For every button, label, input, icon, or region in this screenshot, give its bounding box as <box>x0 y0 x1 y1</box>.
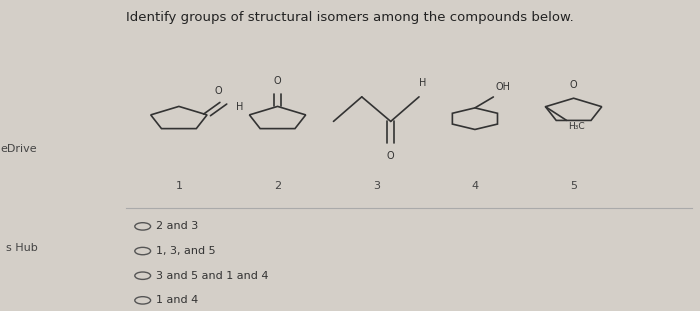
Text: O: O <box>570 81 578 91</box>
Text: 2: 2 <box>274 181 281 191</box>
Text: H: H <box>236 102 244 112</box>
Text: 2 and 3: 2 and 3 <box>156 221 198 231</box>
Text: O: O <box>274 76 281 86</box>
Text: OH: OH <box>496 81 510 91</box>
Text: 1: 1 <box>176 181 183 191</box>
Text: O: O <box>387 151 395 161</box>
Text: H: H <box>419 78 426 88</box>
Text: 3: 3 <box>372 181 379 191</box>
Text: Identify groups of structural isomers among the compounds below.: Identify groups of structural isomers am… <box>126 11 574 24</box>
Text: s Hub: s Hub <box>6 243 37 253</box>
Text: 3 and 5 and 1 and 4: 3 and 5 and 1 and 4 <box>156 271 268 281</box>
Text: 4: 4 <box>471 181 479 191</box>
Text: 1 and 4: 1 and 4 <box>156 295 198 305</box>
Text: eDrive: eDrive <box>1 144 37 154</box>
Text: H₃C: H₃C <box>568 122 584 131</box>
Text: 1, 3, and 5: 1, 3, and 5 <box>156 246 216 256</box>
Text: O: O <box>214 86 222 95</box>
Text: 5: 5 <box>570 181 577 191</box>
